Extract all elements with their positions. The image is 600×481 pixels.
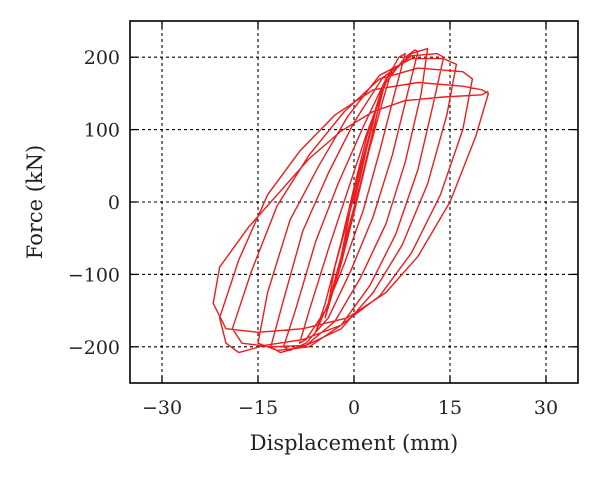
y-tick-label: 0 — [108, 192, 120, 214]
hysteresis-loop-series — [212, 47, 490, 354]
y-tick-label: 100 — [84, 120, 120, 142]
x-axis-title: Displacement (mm) — [250, 431, 458, 455]
x-tick-label: −15 — [238, 397, 278, 419]
y-tick-label: −100 — [68, 264, 120, 286]
y-tick-label: −200 — [68, 337, 120, 359]
x-tick-label: 0 — [348, 397, 360, 419]
x-tick-label: 30 — [534, 397, 558, 419]
axis-ticks: −30 −15 0 15 30 −200 −100 0 100 200 — [68, 21, 578, 419]
x-tick-label: 15 — [438, 397, 462, 419]
y-tick-label: 200 — [84, 47, 120, 69]
grid-lines — [130, 21, 578, 383]
series-layer — [212, 47, 490, 354]
x-tick-label: −30 — [142, 397, 182, 419]
y-axis-title: Force (kN) — [23, 145, 47, 259]
